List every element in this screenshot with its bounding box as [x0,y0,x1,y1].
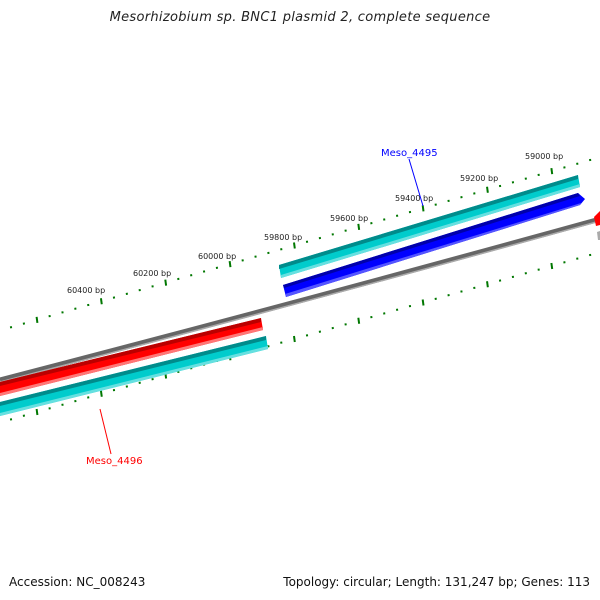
feature-track-lower [0,336,268,416]
major-tick [99,390,103,397]
feature-partial-gray [597,231,600,240]
tick-label: 59600 bp [330,214,368,223]
gene-meso-4495[interactable] [283,193,585,297]
tick-label: 59000 bp [525,152,563,161]
tick-label: 60400 bp [67,286,105,295]
major-tick [228,260,232,268]
major-tick [35,408,39,416]
tick-label: 59800 bp [264,233,302,242]
feature-track-upper [279,175,580,278]
backbone-highlight [0,220,600,383]
tick-label: 59400 bp [395,194,433,203]
major-tick [99,298,103,305]
major-tick [357,223,361,231]
major-tick [164,279,168,286]
gene-label-meso-4495[interactable]: Meso_4495 [381,148,438,159]
label-line-meso-4495 [408,158,424,207]
major-tick [35,316,39,323]
map-title: Mesorhizobium sp. BNC1 plasmid 2, comple… [109,10,491,25]
tick-label: 60000 bp [198,252,236,261]
major-tick [486,281,489,288]
accession-text: Accession: NC_008243 [9,575,146,589]
major-tick [293,242,296,249]
gene-partial-red [594,211,600,226]
major-tick [550,168,554,175]
tick-marks [9,158,592,421]
major-tick [357,317,361,324]
tick-label: 59200 bp [460,174,498,183]
summary-text: Topology: circular; Length: 131,247 bp; … [283,575,590,589]
major-tick [421,299,425,306]
major-tick [293,335,296,343]
tick-label: 60200 bp [133,269,171,278]
gene-meso-4496[interactable] [0,318,263,396]
major-tick [550,262,554,270]
gene-label-meso-4496[interactable]: Meso_4496 [86,456,143,467]
major-tick [486,186,489,193]
backbone [0,216,600,383]
major-tick [421,205,425,212]
label-line-meso-4496 [99,408,112,455]
